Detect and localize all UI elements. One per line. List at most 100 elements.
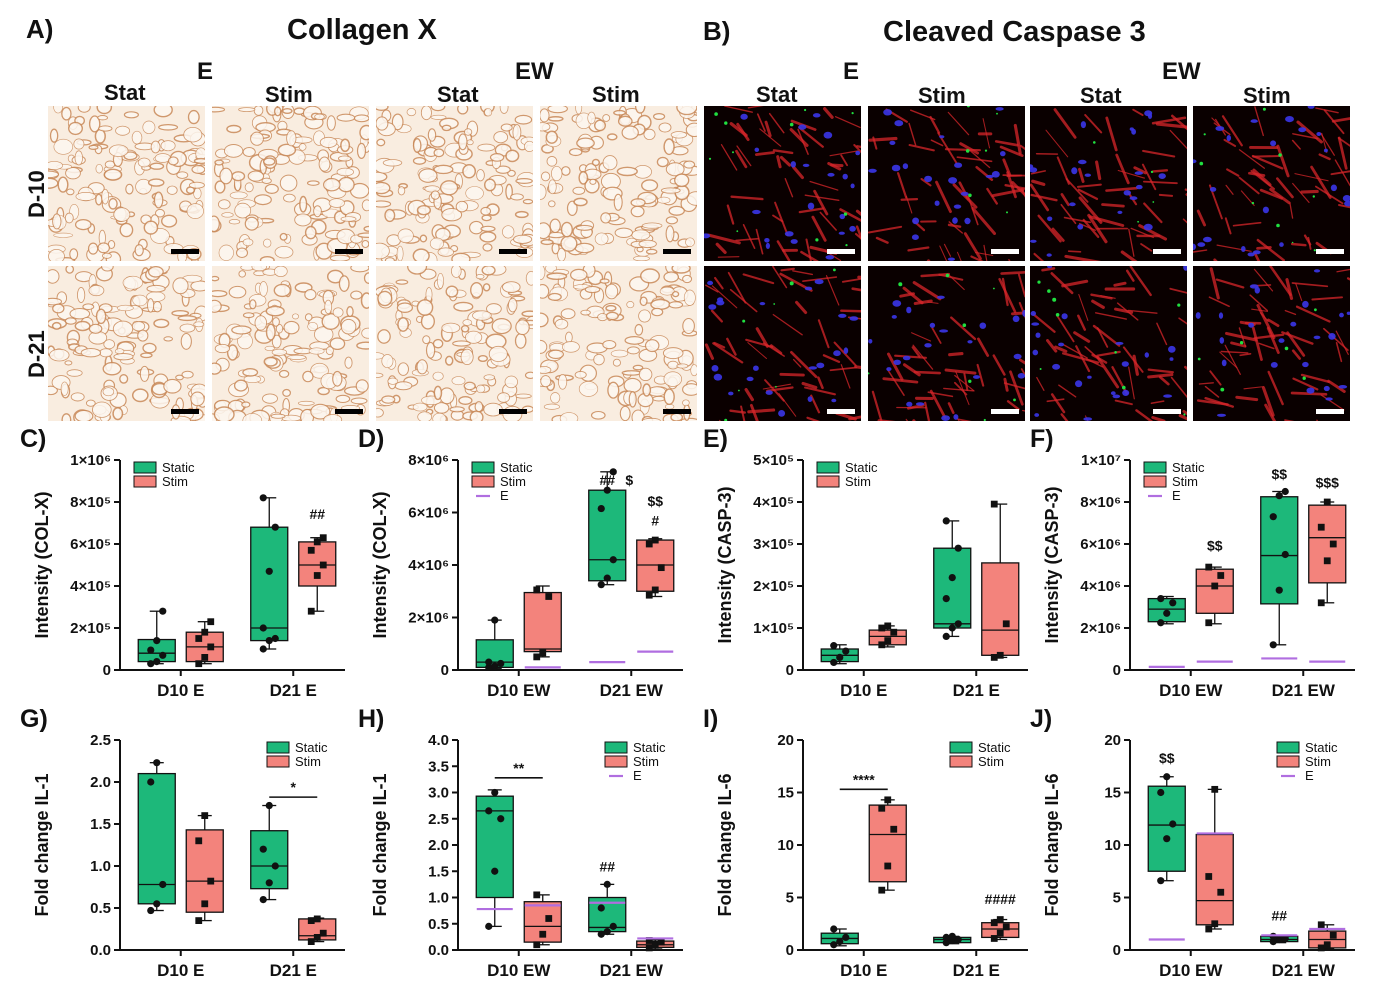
box-stim-d10-ew <box>1195 785 1234 933</box>
data-point <box>996 916 1004 923</box>
box-static-d21-ew <box>1260 487 1299 649</box>
svg-text:Static: Static <box>295 740 328 755</box>
svg-text:Stim: Stim <box>978 754 1004 769</box>
box-static-d10-e <box>820 642 859 667</box>
y-tick-label: 2×10⁶ <box>408 610 449 627</box>
data-point <box>878 641 886 649</box>
svg-text:E: E <box>1172 488 1181 503</box>
significance-annotation: # <box>651 513 659 529</box>
data-point <box>539 930 547 938</box>
panel-b-col-stim-2: Stim <box>1243 83 1291 108</box>
y-axis-label: Fold change IL-6 <box>715 773 735 916</box>
panel-a-col-stat-1: Stat <box>104 80 146 105</box>
box-static-d10-ew <box>1147 773 1186 885</box>
data-point <box>645 937 653 944</box>
data-point <box>307 917 315 924</box>
svg-text:Static: Static <box>162 460 195 475</box>
panel-b-group-ew: EW <box>1162 58 1201 85</box>
data-point <box>954 544 962 552</box>
data-point <box>313 538 321 546</box>
data-point <box>942 517 950 525</box>
data-point <box>1002 620 1010 628</box>
legend-item-static: Static <box>471 460 533 475</box>
svg-text:E: E <box>500 488 509 503</box>
cleaved-caspase-3-micrograph <box>1030 266 1187 421</box>
panel-letter: E) <box>703 425 728 453</box>
data-point <box>842 647 850 655</box>
data-point <box>996 651 1004 659</box>
y-tick-label: 20 <box>777 732 794 749</box>
data-point <box>996 929 1004 937</box>
legend-item-stim: Stim <box>604 754 659 769</box>
y-tick-label: 5 <box>786 890 794 907</box>
panel-b-col-stat-1: Stat <box>756 82 798 107</box>
data-point <box>1157 619 1165 627</box>
box-static-d10-e <box>137 607 176 668</box>
data-point <box>597 581 605 589</box>
data-point <box>878 804 886 812</box>
data-point <box>1169 820 1177 828</box>
y-tick-label: 0 <box>103 662 111 679</box>
y-tick-label: 0 <box>786 942 794 959</box>
legend-item-e: E <box>609 768 642 783</box>
data-point <box>942 939 950 947</box>
panel-a-col-stat-2: Stat <box>437 82 479 107</box>
x-tick-label: D21 E <box>953 961 1000 980</box>
y-tick-label: 2.5 <box>90 732 111 749</box>
cleaved-caspase-3-micrograph <box>868 106 1025 261</box>
significance-annotation: $ <box>625 472 633 488</box>
y-tick-label: 2×10⁶ <box>1080 620 1121 637</box>
x-tick-label: D21 EW <box>600 961 664 980</box>
data-point <box>271 862 279 870</box>
data-point <box>830 642 838 650</box>
data-point <box>485 807 493 815</box>
data-point <box>1211 582 1219 590</box>
data-point <box>539 649 547 657</box>
y-tick-label: 1.0 <box>90 858 111 875</box>
data-point <box>842 933 850 941</box>
data-point <box>195 660 203 668</box>
data-point <box>533 891 541 899</box>
data-point <box>265 637 273 645</box>
y-tick-label: 1×10⁷ <box>1081 452 1121 469</box>
data-point <box>836 938 844 946</box>
x-tick-label: D21 E <box>270 961 317 980</box>
data-point <box>259 624 267 632</box>
svg-text:Static: Static <box>1305 740 1338 755</box>
significance-label: ** <box>513 760 524 776</box>
chart-j: J) 0 5 10 15 20 Fold change IL-6 D10 EW D21 EW $$… <box>1030 705 1360 985</box>
legend-item-static: Static <box>266 740 328 755</box>
legend-item-stim: Stim <box>471 474 526 489</box>
data-point <box>533 941 541 949</box>
box-stim-d10-e <box>185 812 224 924</box>
data-point <box>1157 877 1165 885</box>
svg-text:Stim: Stim <box>1305 754 1331 769</box>
data-point <box>485 658 493 666</box>
data-point <box>1329 931 1337 939</box>
data-point <box>603 574 611 582</box>
panel-letter: D) <box>358 425 384 453</box>
data-point <box>491 616 499 624</box>
collagen-x-micrograph <box>48 266 205 421</box>
data-point <box>836 653 844 661</box>
data-point <box>1163 835 1171 843</box>
x-tick-label: D21 EW <box>1272 681 1336 700</box>
collagen-x-micrograph <box>540 106 697 261</box>
data-point <box>491 788 499 797</box>
y-tick-label: 8×10⁶ <box>1080 494 1121 511</box>
data-point <box>319 534 327 542</box>
data-point <box>645 944 653 952</box>
y-tick-label: 0.0 <box>428 942 449 959</box>
cleaved-caspase-3-micrograph <box>1030 106 1187 261</box>
legend-item-stim: Stim <box>816 474 871 489</box>
panel-b-col-stat-2: Stat <box>1080 83 1122 108</box>
x-tick-label: D10 E <box>840 681 887 700</box>
data-point <box>1002 923 1010 931</box>
panel-letter: C) <box>20 425 46 453</box>
legend-item-e: E <box>476 488 509 503</box>
y-tick-label: 0 <box>1113 662 1121 679</box>
data-point <box>319 561 327 569</box>
box-static-d10-e <box>137 759 176 915</box>
data-point <box>1217 572 1225 579</box>
data-point <box>195 635 203 642</box>
